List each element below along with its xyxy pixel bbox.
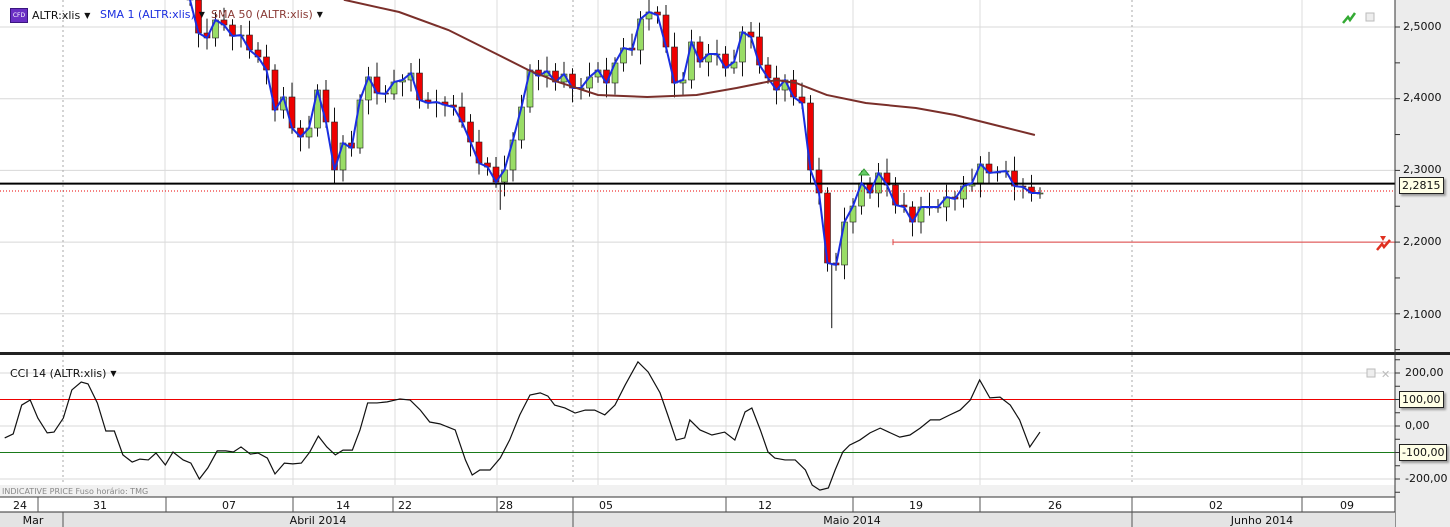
month-axis-bg — [0, 512, 1395, 527]
candles — [186, 0, 1044, 329]
buy-signal-triangle-icon — [857, 168, 871, 176]
cci-tick: -200,00 — [1405, 472, 1448, 485]
panel-divider — [0, 352, 1450, 355]
date-label: 02 — [1209, 499, 1223, 512]
symbol-legend[interactable]: CFD ALTR:xlis ▼ — [10, 8, 90, 23]
date-label: 31 — [93, 499, 107, 512]
date-label: 05 — [599, 499, 613, 512]
alert-arrow — [1380, 236, 1386, 241]
price-tick: 2,3000 — [1403, 163, 1442, 176]
sma1-legend[interactable]: SMA 1 (ALTR:xlis) ▼ — [100, 8, 205, 21]
trend-up-icon[interactable] — [1342, 12, 1357, 24]
date-label: 19 — [909, 499, 923, 512]
sma1-label: SMA 1 (ALTR:xlis) — [100, 8, 195, 21]
chevron-down-icon[interactable]: ▼ — [316, 10, 323, 19]
sma1-line — [189, 0, 1040, 267]
date-label: 26 — [1048, 499, 1062, 512]
date-label: 14 — [336, 499, 350, 512]
right-axis-bg — [1395, 0, 1450, 527]
chevron-down-icon[interactable]: ▼ — [110, 369, 117, 378]
cci-line — [4, 360, 1041, 491]
month-label: Mar — [22, 514, 44, 527]
maximize-icon[interactable] — [1365, 12, 1375, 22]
chevron-down-icon[interactable]: ▼ — [198, 10, 205, 19]
sma50-line — [343, 0, 1036, 136]
month-label: Abril 2014 — [289, 514, 347, 527]
maximize-icon[interactable] — [1366, 368, 1376, 378]
alert-icon-path — [1376, 239, 1391, 251]
date-label: 12 — [758, 499, 772, 512]
close-icon[interactable]: ✕ — [1381, 368, 1390, 381]
symbol-label: ALTR:xlis — [32, 9, 81, 22]
footer-note: INDICATIVE PRICE Fuso horário: TMG — [2, 487, 149, 496]
cci-tick: 0,00 — [1405, 419, 1430, 432]
price-tick: 2,4000 — [1403, 91, 1442, 104]
alert-icon[interactable] — [1376, 236, 1391, 251]
cfd-badge-icon: CFD — [10, 8, 28, 23]
price-tick: 2,5000 — [1403, 20, 1442, 33]
cci-upper-label: 100,00 — [1399, 391, 1444, 408]
cci-label: CCI 14 (ALTR:xlis) — [10, 367, 107, 380]
last-price-label: 2,2815 — [1399, 177, 1444, 194]
date-label: 28 — [499, 499, 513, 512]
grid — [0, 0, 1395, 497]
month-label: Maio 2014 — [823, 514, 881, 527]
sma50-legend[interactable]: SMA 50 (ALTR:xlis) ▼ — [211, 8, 323, 21]
trend-up-icon-path — [1342, 12, 1357, 24]
date-label: 24 — [13, 499, 27, 512]
price-tick: 2,2000 — [1403, 235, 1442, 248]
sma50-label: SMA 50 (ALTR:xlis) — [211, 8, 313, 21]
price-tick: 2,1000 — [1403, 308, 1442, 321]
date-label: 22 — [398, 499, 412, 512]
date-label: 07 — [222, 499, 236, 512]
cci-lower-label: -100,00 — [1399, 444, 1448, 461]
cci-legend[interactable]: CCI 14 (ALTR:xlis) ▼ — [10, 367, 117, 380]
footer-band — [0, 485, 1395, 497]
cci-tick: 200,00 — [1405, 366, 1444, 379]
date-label: 09 — [1340, 499, 1354, 512]
indicator-lines — [0, 0, 1395, 491]
month-label: Junho 2014 — [1230, 514, 1294, 527]
chevron-down-icon[interactable]: ▼ — [84, 11, 91, 20]
